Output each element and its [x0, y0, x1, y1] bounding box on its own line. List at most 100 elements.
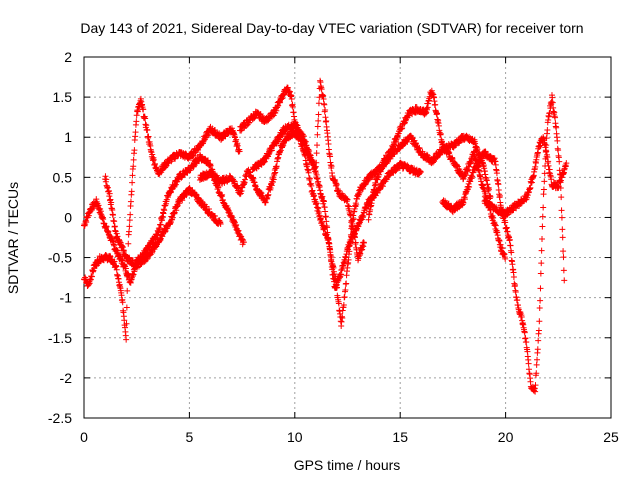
data-point — [119, 244, 126, 251]
data-point — [315, 100, 322, 107]
data-point — [314, 131, 321, 138]
data-point — [130, 156, 137, 163]
data-point — [217, 220, 224, 227]
series-sat-b — [81, 95, 243, 343]
x-tick-label: 25 — [603, 429, 619, 445]
data-point — [293, 122, 300, 129]
data-point — [497, 241, 504, 248]
data-point — [108, 199, 115, 206]
data-point — [124, 287, 131, 294]
data-point — [538, 247, 545, 254]
data-point — [131, 147, 138, 154]
data-point — [536, 304, 543, 311]
data-point — [352, 239, 359, 246]
data-point — [502, 219, 509, 226]
data-point — [508, 249, 515, 256]
x-tick-labels: 0 5 10 15 20 25 — [80, 429, 619, 445]
data-point — [539, 235, 546, 242]
data-point — [322, 106, 329, 113]
x-axis-label: GPS time / hours — [294, 457, 401, 473]
y-tick-label: 2 — [64, 49, 72, 65]
data-point — [127, 211, 134, 218]
data-point — [140, 106, 147, 113]
data-point — [347, 212, 354, 219]
data-point — [129, 172, 136, 179]
data-point — [157, 221, 164, 228]
data-points — [81, 77, 570, 395]
data-point — [306, 175, 313, 182]
data-point — [328, 163, 335, 170]
data-point — [335, 300, 342, 307]
data-point — [560, 248, 567, 255]
data-point — [553, 124, 560, 131]
y-tick-label: -1.5 — [48, 330, 72, 346]
series-sat-i — [481, 134, 570, 219]
x-tick-label: 20 — [498, 429, 514, 445]
data-point — [527, 184, 534, 191]
data-point — [315, 117, 322, 124]
data-point — [543, 148, 550, 155]
data-point — [461, 196, 468, 203]
x-tick-label: 0 — [80, 429, 88, 445]
data-point — [289, 103, 296, 110]
data-point — [325, 140, 332, 147]
data-point — [538, 260, 545, 267]
data-point — [535, 337, 542, 344]
data-point — [563, 160, 570, 167]
data-point — [512, 281, 519, 288]
x-tick-label: 10 — [287, 429, 303, 445]
data-point — [322, 213, 329, 220]
y-tick-label: 0.5 — [53, 169, 73, 185]
data-point — [314, 123, 321, 130]
data-point — [277, 147, 284, 154]
data-point — [490, 214, 497, 221]
data-point — [539, 223, 546, 230]
data-point — [114, 247, 121, 254]
data-point — [110, 212, 117, 219]
data-point — [540, 204, 547, 211]
series-sat-h — [439, 92, 568, 395]
data-point — [105, 187, 112, 194]
data-point — [548, 176, 555, 183]
data-point — [102, 173, 109, 180]
data-point — [492, 222, 499, 229]
data-point — [315, 111, 322, 118]
data-point — [534, 346, 541, 353]
data-point — [558, 207, 565, 214]
data-point — [544, 154, 551, 161]
chart-title: Day 143 of 2021, Sidereal Day-to-day VTE… — [80, 20, 583, 36]
data-point — [509, 261, 516, 268]
data-point — [211, 127, 218, 134]
axis-ticks — [83, 56, 612, 419]
y-tick-label: -2 — [60, 370, 73, 386]
data-point — [532, 382, 539, 389]
data-point — [306, 148, 313, 155]
data-point — [506, 236, 513, 243]
series-sat-c — [102, 173, 224, 271]
data-point — [524, 194, 531, 201]
data-point — [130, 163, 137, 170]
data-point — [240, 239, 247, 246]
data-point — [142, 115, 149, 122]
data-point — [559, 234, 566, 241]
data-point — [537, 142, 544, 149]
data-point — [462, 171, 469, 178]
data-point — [327, 252, 334, 259]
data-point — [342, 287, 349, 294]
plot-frame — [83, 56, 612, 419]
data-point — [305, 169, 312, 176]
data-point — [329, 266, 336, 273]
data-point — [534, 356, 541, 363]
data-point — [328, 258, 335, 265]
data-point — [323, 117, 330, 124]
data-point — [554, 137, 561, 144]
data-point — [343, 280, 350, 287]
data-point — [541, 170, 548, 177]
y-tick-labels: -2.5 -2 -1.5 -1 -0.5 0 0.5 1 1.5 2 — [48, 49, 72, 426]
data-point — [499, 245, 506, 252]
data-point — [502, 255, 509, 262]
data-point — [533, 370, 540, 377]
data-point — [321, 101, 328, 108]
data-point — [339, 315, 346, 322]
